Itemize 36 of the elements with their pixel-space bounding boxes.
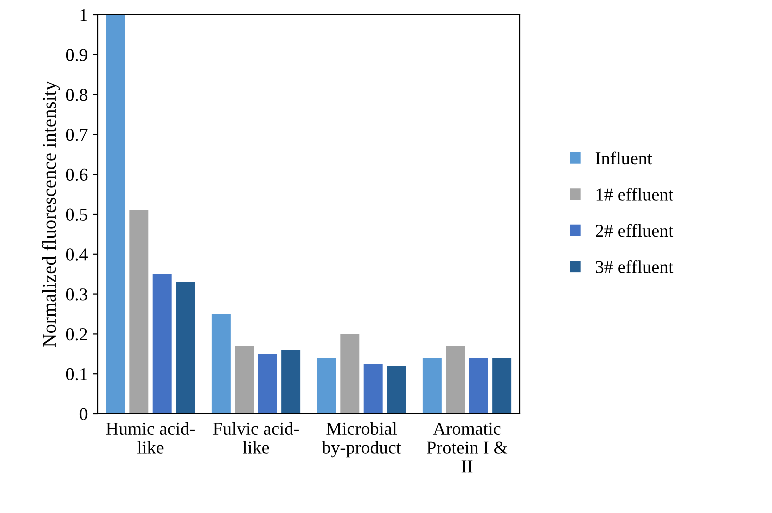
bar [387, 366, 406, 414]
bar [176, 282, 196, 414]
legend-label: 3# effluent [596, 260, 674, 274]
y-tick-label: 0.3 [66, 288, 88, 301]
bar [258, 354, 278, 414]
bar [469, 358, 488, 414]
bar [130, 210, 149, 414]
legend-label: 2# effluent [596, 224, 674, 238]
bar [282, 350, 301, 414]
y-tick-label: 0.9 [66, 49, 88, 62]
x-tick-label: Microbial by-product [322, 422, 402, 458]
y-tick-label: 0.8 [66, 89, 88, 102]
bar [235, 346, 254, 414]
y-tick-label: 1 [80, 9, 88, 22]
bar [340, 334, 360, 414]
y-tick-label: 0.1 [66, 368, 88, 381]
y-tick-label: 0.4 [66, 248, 88, 261]
bar [212, 314, 231, 414]
y-axis-title: Normalized fluorescence intensity [42, 81, 60, 348]
bar [422, 358, 442, 414]
x-tick-label: Humic acid- like [106, 422, 195, 454]
bar [317, 358, 336, 414]
y-tick-label: 0.5 [66, 208, 88, 222]
y-tick-label: 0.2 [66, 328, 88, 341]
y-tick-label: 0 [80, 408, 88, 420]
x-tick-label: Fulvic acid- like [213, 422, 299, 454]
y-tick-label: 0.7 [66, 128, 88, 142]
legend-label: 1# effluent [596, 188, 674, 201]
x-tick-label: Aromatic Protein I & II [427, 422, 508, 473]
bar [364, 364, 383, 414]
bar [492, 358, 512, 414]
bar [152, 274, 172, 414]
bar [446, 346, 466, 414]
y-tick-label: 0.6 [66, 168, 88, 182]
legend-label: Influent [596, 152, 652, 165]
bar [106, 15, 126, 414]
